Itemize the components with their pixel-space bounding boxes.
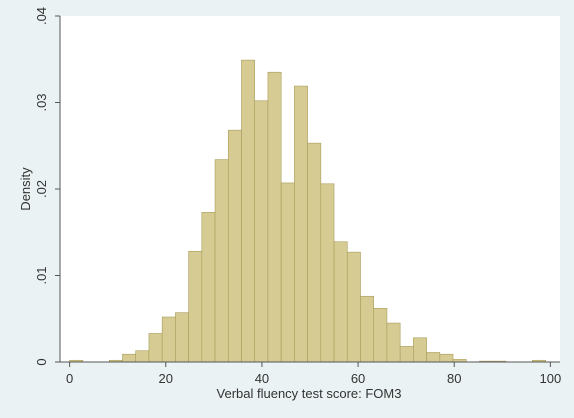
histogram-bar [426,352,441,363]
histogram-bar [333,241,348,363]
histogram-bar [399,346,414,363]
x-ticks-group: 0 20 40 60 80 100 [66,362,561,386]
y-tick-label: .03 [34,93,49,111]
y-tick-label: .04 [34,7,49,25]
y-axis-label: Density [18,167,33,211]
histogram-bar [135,350,150,363]
histogram-bar [227,129,242,363]
histogram-bar [320,183,335,363]
histogram-bar [294,85,308,363]
histogram-bar [439,353,454,363]
y-tick-label: .02 [34,180,49,198]
x-tick-label: 60 [351,371,365,386]
histogram-bar [360,295,375,363]
histogram-bar [148,333,163,363]
x-tick-label: 80 [447,371,461,386]
histogram-bar [346,251,361,363]
x-tick-label: 20 [159,371,173,386]
histogram-bar [161,316,176,363]
histogram-bar [267,71,282,363]
histogram-bar [373,308,388,363]
bars-group [69,59,546,363]
histogram-bar [175,312,189,363]
histogram-bar [254,100,269,363]
histogram-bar [280,182,295,363]
histogram-bar [386,322,401,363]
y-tick-label: 0 [34,358,49,365]
x-tick-label: 100 [540,371,562,386]
histogram-bar [413,337,427,363]
histogram-bar [241,59,256,363]
histogram-bar [188,250,203,363]
histogram-bar [122,353,137,363]
x-tick-label: 0 [66,371,73,386]
x-axis-label: Verbal fluency test score: FOM3 [217,386,402,401]
y-tick-label: .01 [34,266,49,284]
x-tick-label: 40 [255,371,269,386]
y-ticks-group: 0 .01 .02 .03 .04 [34,7,60,366]
histogram-bar [307,142,322,363]
histogram-bar [214,159,229,363]
histogram-bar [201,212,216,363]
